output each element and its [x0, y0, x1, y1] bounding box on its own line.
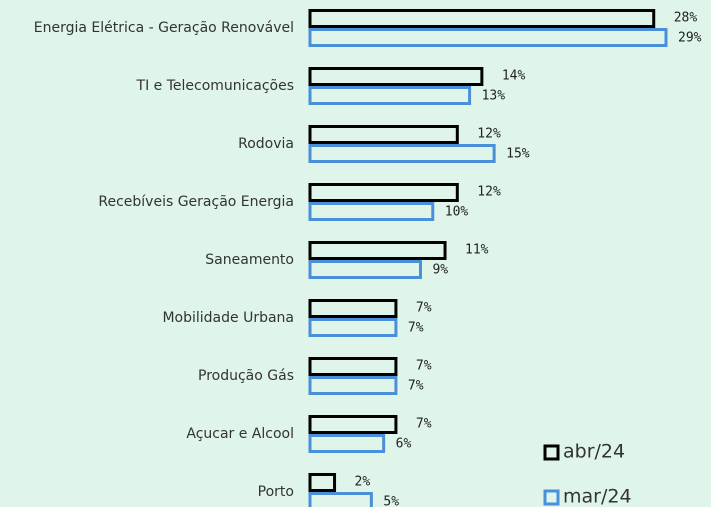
bar — [308, 357, 398, 376]
value-label: 11% — [465, 243, 489, 258]
value-label: 7% — [408, 321, 424, 336]
category-label: Produção Gás — [198, 368, 294, 384]
legend-label: mar/24 — [563, 486, 632, 507]
value-label: 12% — [477, 127, 501, 142]
bar — [308, 9, 656, 28]
value-label: 10% — [445, 205, 469, 220]
bar — [308, 28, 668, 47]
value-label: 28% — [674, 11, 698, 26]
value-label: 7% — [416, 301, 432, 316]
value-label: 15% — [506, 147, 530, 162]
bar — [308, 260, 422, 279]
value-label: 7% — [408, 379, 424, 394]
value-label: 14% — [502, 69, 526, 84]
legend-label: abr/24 — [563, 441, 625, 463]
value-label: 9% — [432, 263, 448, 278]
category-label: Recebíveis Geração Energia — [98, 194, 294, 210]
bar — [308, 67, 484, 86]
value-label: 13% — [482, 89, 506, 104]
value-label: 5% — [383, 495, 399, 507]
category-label: Porto — [258, 484, 294, 500]
bar — [308, 241, 447, 260]
bar — [308, 434, 386, 453]
category-label: TI e Telecomunicações — [136, 78, 294, 94]
value-label: 2% — [355, 475, 371, 490]
value-label: 12% — [477, 185, 501, 200]
bar — [308, 86, 472, 105]
category-label: Saneamento — [205, 252, 294, 268]
bar — [308, 376, 398, 395]
legend-swatch — [543, 444, 560, 461]
bar — [308, 125, 459, 144]
bar — [308, 202, 435, 221]
bar — [308, 183, 459, 202]
bar — [308, 415, 398, 434]
value-label: 29% — [678, 31, 702, 46]
category-label: Energia Elétrica - Geração Renovável — [34, 20, 294, 36]
value-label: 7% — [416, 359, 432, 374]
bar — [308, 492, 373, 507]
category-label: Rodovia — [238, 136, 294, 152]
bar — [308, 144, 496, 163]
category-label: Açucar e Alcool — [186, 426, 294, 442]
legend-swatch — [543, 489, 560, 506]
value-label: 6% — [396, 437, 412, 452]
bar — [308, 299, 398, 318]
bar — [308, 318, 398, 337]
value-label: 7% — [416, 417, 432, 432]
category-label: Mobilidade Urbana — [162, 310, 294, 326]
bar — [308, 473, 337, 492]
